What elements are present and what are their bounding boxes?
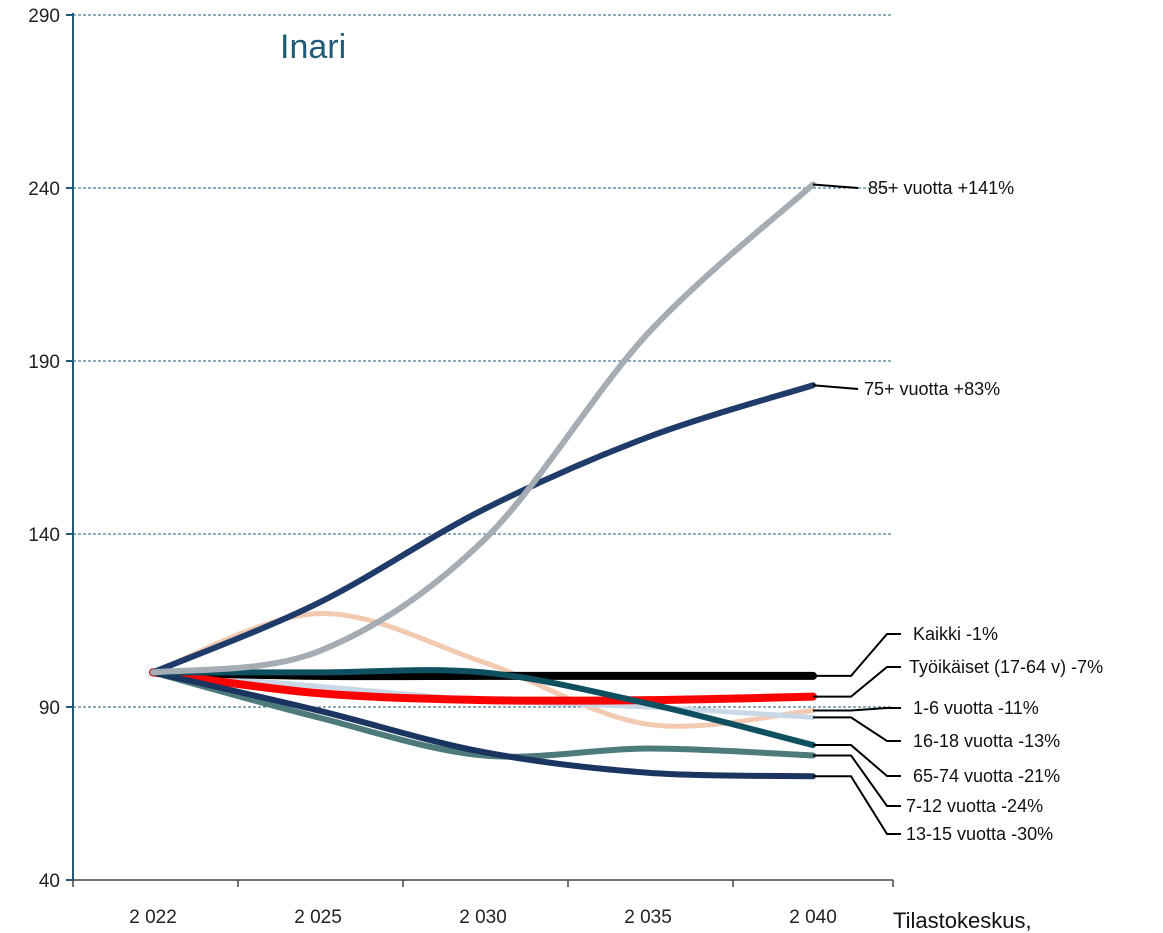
label-leader <box>813 707 901 712</box>
x-tick-label: 2 022 <box>129 907 177 928</box>
series-lines <box>149 181 817 780</box>
y-tick-label: 190 <box>28 352 60 373</box>
label-leader <box>813 754 901 807</box>
series-line <box>149 668 817 705</box>
x-tick-label: 2 025 <box>294 907 342 928</box>
y-tick-label: 240 <box>28 179 60 200</box>
series-line <box>150 669 816 760</box>
series-label: 75+ vuotta +83% <box>864 379 1000 399</box>
y-tick-label: 140 <box>28 525 60 546</box>
grid <box>73 14 893 708</box>
series-label: Kaikki -1% <box>913 624 998 644</box>
series-label: Työikäiset (17-64 v) -7% <box>909 657 1103 677</box>
y-tick-label: 40 <box>39 871 60 892</box>
label-leader <box>813 666 901 698</box>
series-labels: 85+ vuotta +141% 75+ vuotta +83% Kaikki -1… <box>864 178 1103 844</box>
series-line <box>150 382 816 676</box>
y-tick-label: 290 <box>28 6 60 27</box>
axes: 40 90 140 190 240 290 2 022 2 025 2 030 2 035 2 04… <box>28 6 894 928</box>
label-leader <box>812 183 859 189</box>
label-leader <box>813 744 901 777</box>
series-line <box>150 181 816 676</box>
series-label: 16-18 vuotta -13% <box>913 731 1060 751</box>
series-line <box>150 667 816 749</box>
series-label: 65-74 vuotta -21% <box>913 766 1060 786</box>
label-leader <box>813 716 901 742</box>
x-tick-label: 2 040 <box>789 907 837 928</box>
series-label: 85+ vuotta +141% <box>868 178 1014 198</box>
label-leaders <box>812 183 901 835</box>
y-tick-label: 90 <box>39 698 60 719</box>
x-tick-label: 2 035 <box>624 907 672 928</box>
series-label: 13-15 vuotta -30% <box>906 824 1053 844</box>
series-line <box>150 669 816 780</box>
x-tick-label: 2 030 <box>459 907 507 928</box>
label-leader <box>813 633 901 677</box>
source-note: Tilastokeskus, <box>893 908 1032 933</box>
series-label: 1-6 vuotta -11% <box>913 698 1039 718</box>
label-leader <box>812 384 859 390</box>
chart-title: Inari <box>280 28 346 66</box>
label-leader <box>813 775 901 835</box>
series-label: 7-12 vuotta -24% <box>906 796 1043 816</box>
